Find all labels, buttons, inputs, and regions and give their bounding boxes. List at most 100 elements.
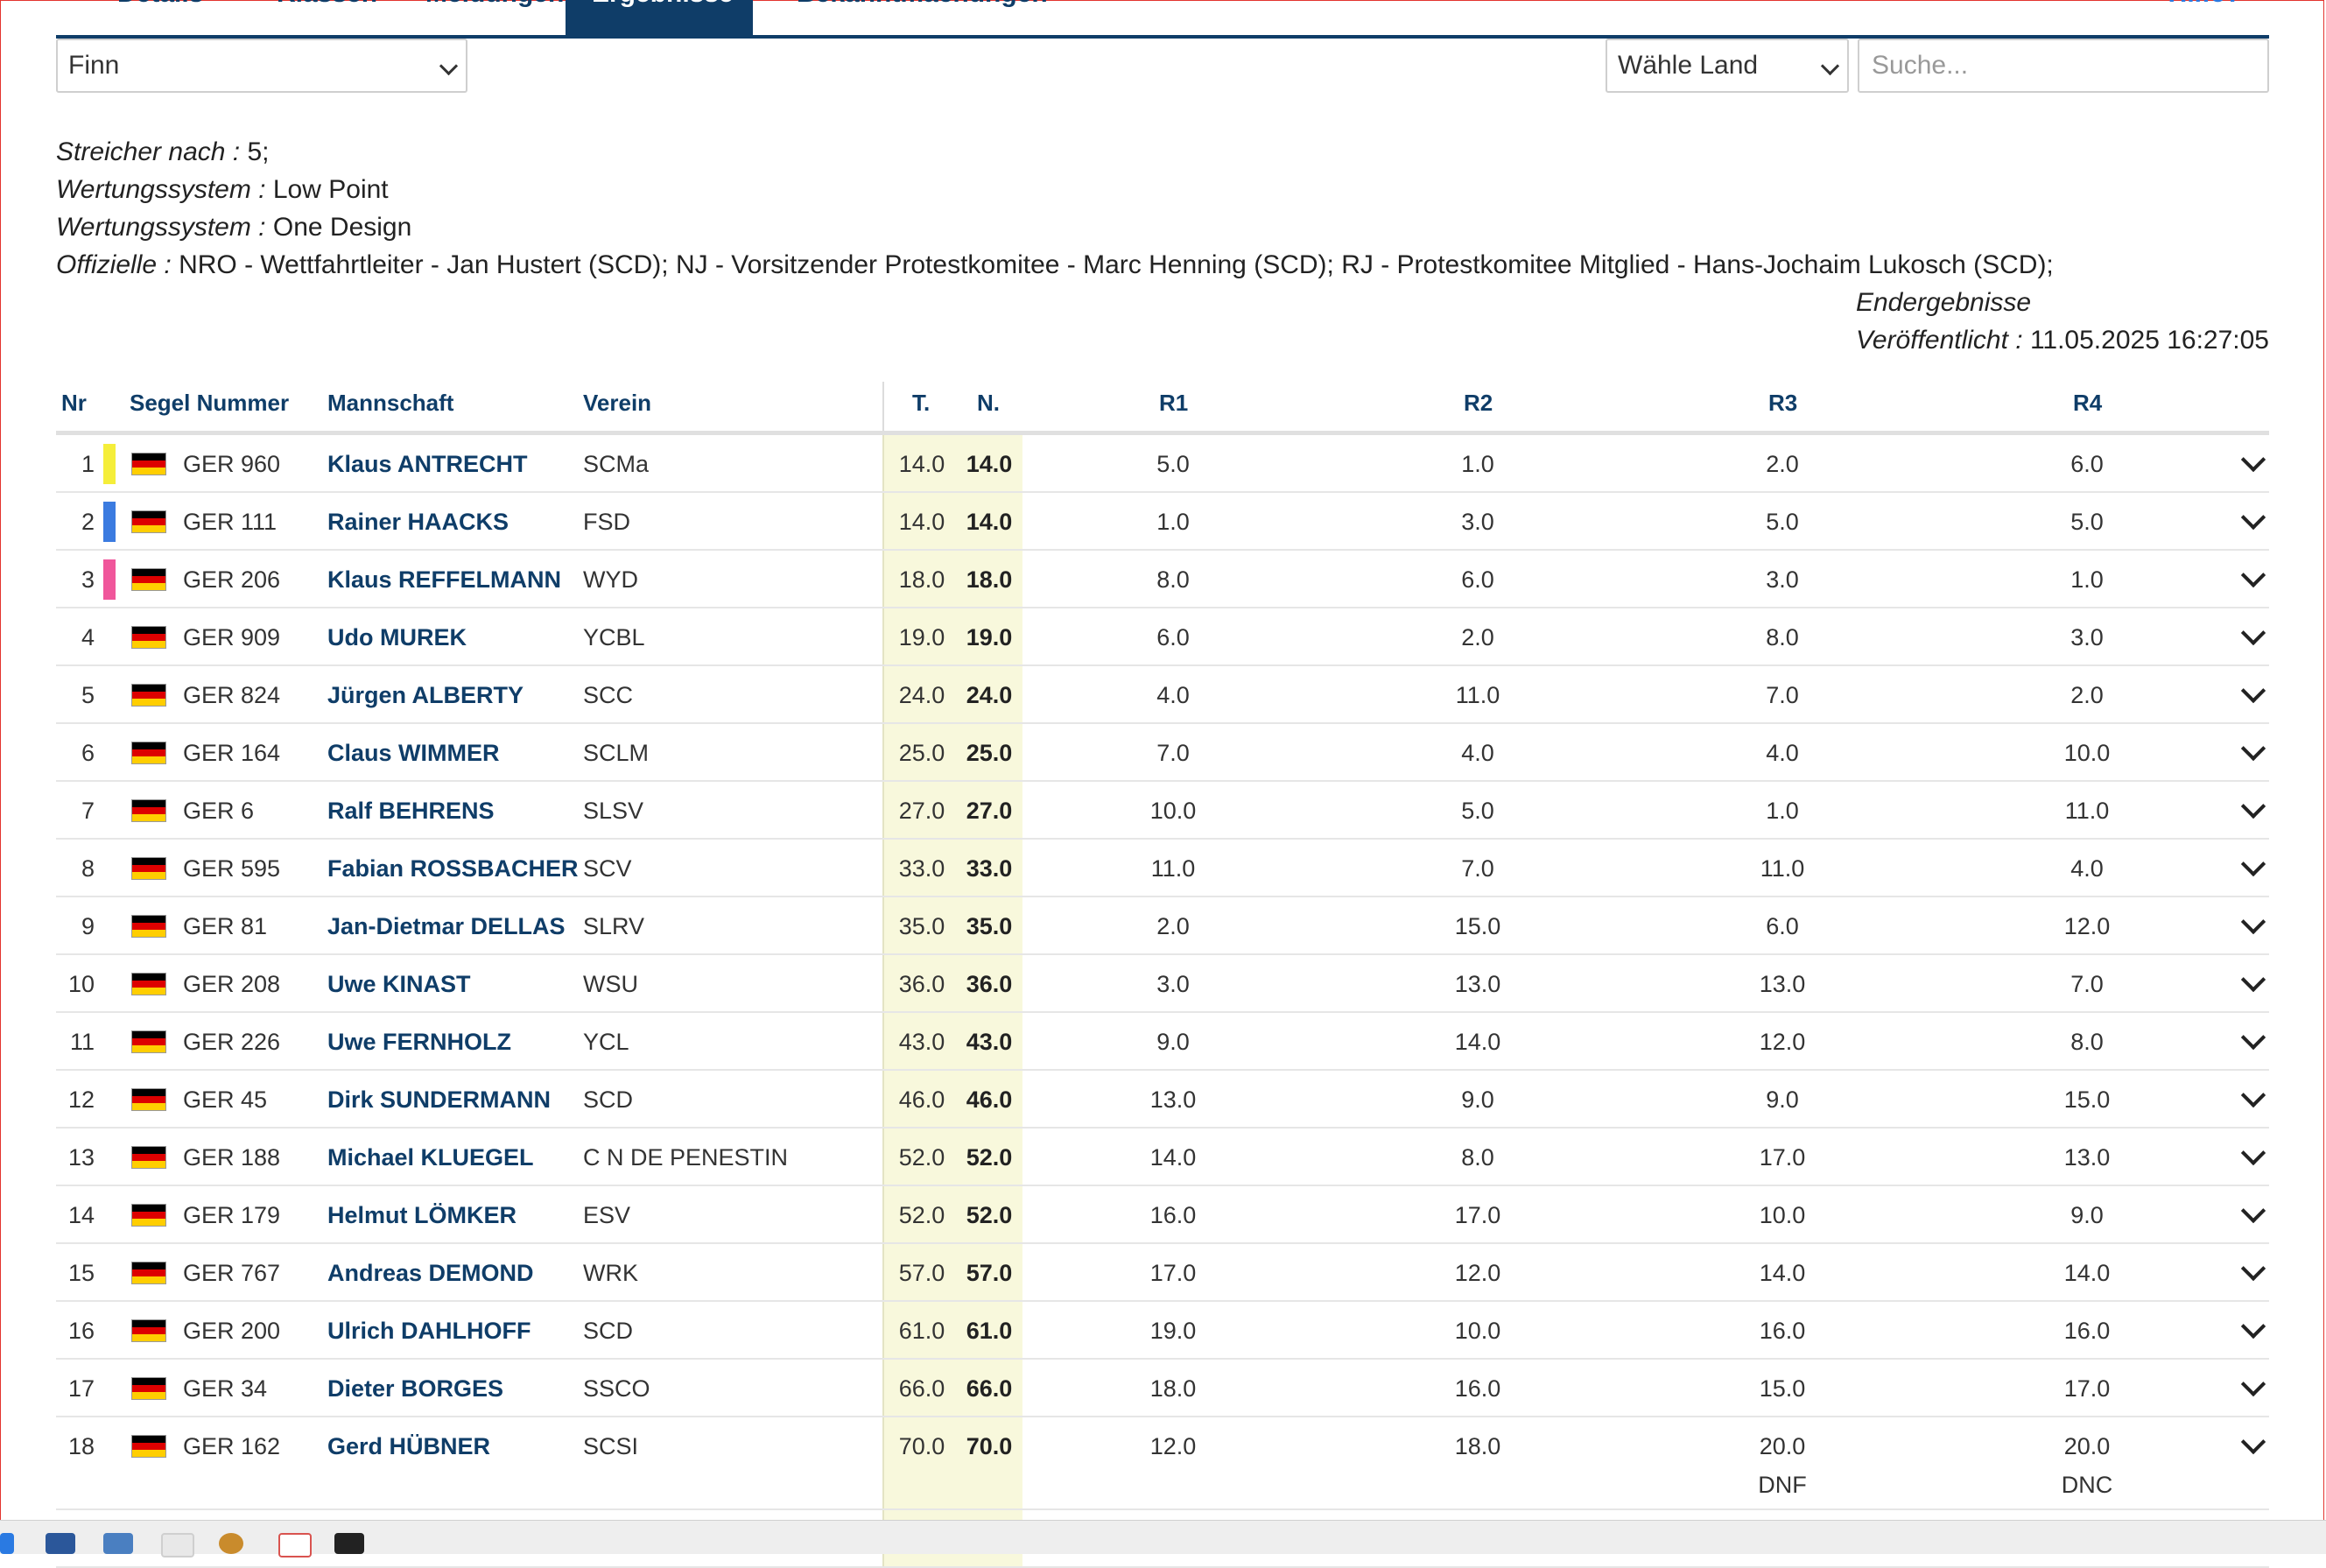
table-row[interactable]: 14 GER 179 Helmut LÖMKER ESV 52.0 52.0 16.0 17.… [56, 1186, 2269, 1244]
crew-name-link[interactable]: Michael KLUEGEL [327, 1144, 534, 1171]
header-r1[interactable]: R1 [1159, 390, 1189, 416]
race-3-score: 1.0 [1766, 798, 1799, 824]
snipping-tool-icon[interactable] [278, 1533, 312, 1557]
table-row[interactable]: 13 GER 188 Michael KLUEGEL C N DE PENESTIN 5… [56, 1129, 2269, 1186]
table-row[interactable]: 15 GER 767 Andreas DEMOND WRK 57.0 57.0 17.0 12… [56, 1244, 2269, 1302]
header-club[interactable]: Verein [583, 390, 652, 416]
chevron-down-icon[interactable] [2240, 1024, 2266, 1051]
crew-name-link[interactable]: Uwe FERNHOLZ [327, 1029, 512, 1055]
table-row[interactable]: 18 GER 162 Gerd HÜBNER SCSI 70.0 70.0 12.0 18.0… [56, 1417, 2269, 1510]
table-row[interactable]: 1 GER 960 Klaus ANTRECHT SCMa 14.0 14.0 5.0 1.0… [56, 435, 2269, 493]
crew-name-link[interactable]: Andreas DEMOND [327, 1260, 534, 1286]
germany-flag-icon [131, 1030, 166, 1053]
chevron-down-icon[interactable] [2240, 1140, 2266, 1166]
chevron-down-icon[interactable] [2240, 735, 2266, 762]
chevron-down-icon [439, 56, 459, 76]
chevron-down-icon[interactable] [2240, 1082, 2266, 1108]
race-2-score: 17.0 [1454, 1202, 1501, 1228]
race-2-score: 5.0 [1461, 798, 1494, 824]
chevron-down-icon[interactable] [2240, 851, 2266, 877]
photos-icon[interactable] [103, 1533, 133, 1554]
header-r4[interactable]: R4 [2073, 390, 2103, 416]
tab-details[interactable]: Details [91, 0, 229, 35]
chevron-down-icon[interactable] [2240, 446, 2266, 473]
chevron-down-icon[interactable] [2240, 967, 2266, 993]
app-icon[interactable] [161, 1533, 194, 1557]
crew-name-link[interactable]: Jürgen ALBERTY [327, 682, 524, 708]
chevron-down-icon[interactable] [2240, 620, 2266, 646]
officials-label: Offizielle : [56, 250, 172, 279]
table-row[interactable]: 2 GER 111 Rainer HAACKS FSD 14.0 14.0 1.0 3.0 5.… [56, 493, 2269, 551]
table-row[interactable]: 9 GER 81 Jan-Dietmar DELLAS SLRV 35.0 35.0 2.0… [56, 897, 2269, 955]
crew-name-link[interactable]: Ulrich DAHLHOFF [327, 1318, 531, 1344]
crew-name-link[interactable]: Jan-Dietmar DELLAS [327, 913, 566, 939]
crew-name-link[interactable]: Dirk SUNDERMANN [327, 1086, 552, 1113]
table-row[interactable]: 17 GER 34 Dieter BORGES SSCO 66.0 66.0 18.0 16.… [56, 1360, 2269, 1417]
word-icon[interactable] [46, 1533, 75, 1554]
chevron-down-icon[interactable] [2240, 1198, 2266, 1224]
total-column-band [882, 782, 1022, 838]
crew-name-link[interactable]: Dieter BORGES [327, 1375, 504, 1402]
net-points: 52.0 [966, 1202, 1013, 1228]
table-row[interactable]: 6 GER 164 Claus WIMMER SCLM 25.0 25.0 7.0 4.0 4.… [56, 724, 2269, 782]
crew-name-link[interactable]: Gerd HÜBNER [327, 1433, 491, 1459]
chevron-down-icon[interactable] [2240, 1371, 2266, 1397]
crew-name-link[interactable]: Klaus REFFELMANN [327, 566, 562, 593]
header-crew[interactable]: Mannschaft [327, 390, 454, 416]
search-input[interactable]: Suche... [1858, 39, 2269, 93]
chevron-down-icon[interactable] [2240, 562, 2266, 588]
tab-ergebnisse[interactable]: Ergebnisse [566, 0, 753, 35]
help-link[interactable]: Hilfe? [2168, 0, 2241, 7]
table-row[interactable]: 16 GER 200 Ulrich DAHLHOFF SCD 61.0 61.0 19.0 1… [56, 1302, 2269, 1360]
chevron-down-icon[interactable] [2240, 909, 2266, 935]
tab-meldungen[interactable]: Meldungen [399, 0, 590, 35]
race-3-score: 12.0 [1759, 1029, 1806, 1055]
browser-icon[interactable] [219, 1533, 243, 1554]
sail-number: GER 162 [183, 1433, 281, 1459]
header-total[interactable]: T. [912, 390, 931, 416]
terminal-icon[interactable] [334, 1533, 364, 1554]
header-r2[interactable]: R2 [1464, 390, 1493, 416]
rank-number: 5 [81, 682, 95, 708]
header-net[interactable]: N. [977, 390, 1000, 416]
crew-name-link[interactable]: Uwe KINAST [327, 971, 471, 997]
crew-name-link[interactable]: Fabian ROSSBACHER [327, 855, 579, 882]
crew-name-link[interactable]: Klaus ANTRECHT [327, 451, 528, 477]
chevron-down-icon[interactable] [2240, 1313, 2266, 1339]
crew-name-link[interactable]: Claus WIMMER [327, 740, 500, 766]
taskbar-app-icon[interactable] [0, 1533, 14, 1554]
scoring-label: Wertungssystem : [56, 213, 266, 242]
chevron-down-icon[interactable] [2240, 1429, 2266, 1455]
total-column-band [882, 1302, 1022, 1358]
race-1-score: 11.0 [1150, 855, 1196, 882]
club-name: SCV [583, 855, 632, 882]
class-select[interactable]: Finn [56, 39, 467, 93]
header-r3[interactable]: R3 [1768, 390, 1798, 416]
crew-name-link[interactable]: Udo MUREK [327, 624, 467, 650]
table-row[interactable]: 11 GER 226 Uwe FERNHOLZ YCL 43.0 43.0 9.0 14.0 1… [56, 1013, 2269, 1071]
race-4-score: 9.0 [2070, 1202, 2104, 1228]
table-row[interactable]: 12 GER 45 Dirk SUNDERMANN SCD 46.0 46.0 13.0 9.… [56, 1071, 2269, 1129]
crew-name-link[interactable]: Ralf BEHRENS [327, 798, 495, 824]
chevron-down-icon[interactable] [2240, 678, 2266, 704]
table-row[interactable]: 3 GER 206 Klaus REFFELMANN WYD 18.0 18.0 8.0 6.… [56, 551, 2269, 608]
table-row[interactable]: 8 GER 595 Fabian ROSSBACHER SCV 33.0 33.0 11.0… [56, 840, 2269, 897]
crew-name-link[interactable]: Helmut LÖMKER [327, 1202, 516, 1228]
table-row[interactable]: 4 GER 909 Udo MUREK YCBL 19.0 19.0 6.0 2.0 8.0 3.… [56, 608, 2269, 666]
chevron-down-icon[interactable] [2240, 793, 2266, 819]
table-row[interactable]: 5 GER 824 Jürgen ALBERTY SCC 24.0 24.0 4.0 11.0… [56, 666, 2269, 724]
table-row[interactable]: 7 GER 6 Ralf BEHRENS SLSV 27.0 27.0 10.0 5.0 1.0… [56, 782, 2269, 840]
sail-number: GER 824 [183, 682, 281, 708]
chevron-down-icon[interactable] [2240, 504, 2266, 531]
header-sail-number[interactable]: Segel Nummer [130, 390, 290, 416]
net-points: 25.0 [966, 740, 1013, 766]
country-select[interactable]: Wähle Land [1606, 39, 1849, 93]
table-row[interactable]: 10 GER 208 Uwe KINAST WSU 36.0 36.0 3.0 13.0 13.… [56, 955, 2269, 1013]
race-4-score: 1.0 [2070, 566, 2104, 593]
chevron-down-icon[interactable] [2240, 1255, 2266, 1282]
tab-klassen[interactable]: Klassen [250, 0, 404, 35]
tab-bekanntmachungen[interactable]: Bekanntmachungen [770, 0, 1074, 35]
header-nr[interactable]: Nr [61, 390, 87, 416]
total-points: 43.0 [898, 1029, 945, 1055]
crew-name-link[interactable]: Rainer HAACKS [327, 509, 509, 535]
